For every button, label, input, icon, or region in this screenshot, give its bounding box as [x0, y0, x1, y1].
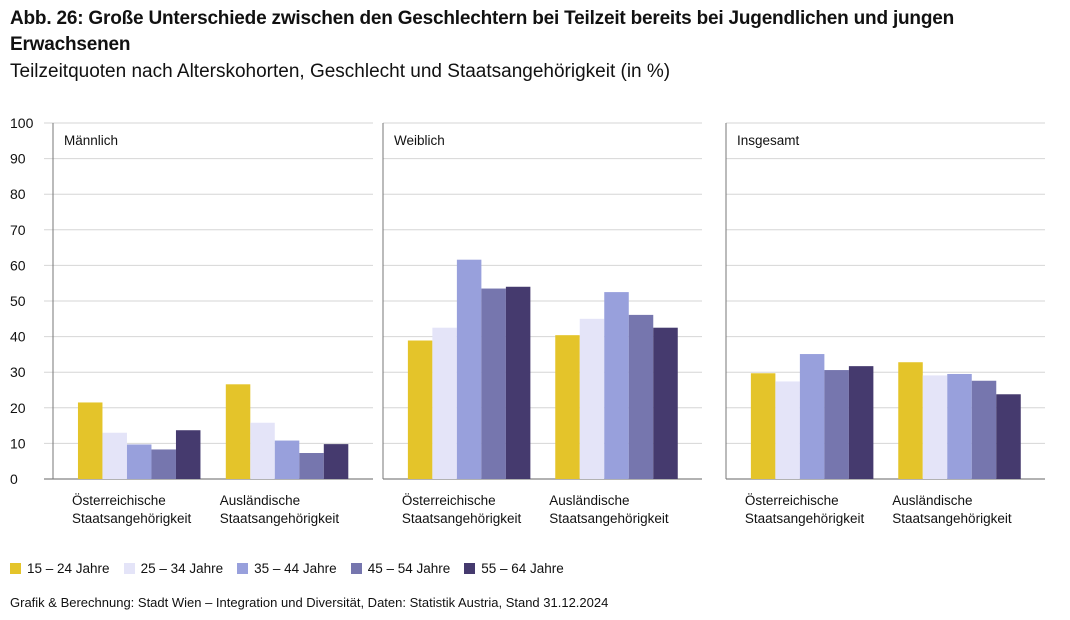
legend-item: 25 – 34 Jahre: [123, 561, 224, 576]
category-label: Österreichische: [745, 493, 839, 508]
bar: [579, 318, 605, 479]
category-label: Österreichische: [72, 493, 166, 508]
bar: [432, 327, 457, 479]
category-label: Ausländische: [892, 493, 972, 508]
panel-label: Weiblich: [394, 133, 445, 148]
legend-label: 25 – 34 Jahre: [140, 561, 224, 576]
bar: [799, 354, 825, 479]
bar: [250, 422, 275, 479]
category-label: Staatsangehörigkeit: [402, 511, 522, 526]
category-label: Österreichische: [402, 493, 496, 508]
bar: [274, 440, 300, 479]
legend-label: 15 – 24 Jahre: [27, 561, 110, 576]
legend-label: 45 – 54 Jahre: [367, 561, 451, 576]
legend: 15 – 24 Jahre 25 – 34 Jahre 35 – 44 Jahre 4…: [10, 561, 564, 576]
bar: [947, 373, 972, 479]
category-label: Staatsangehörigkeit: [72, 511, 192, 526]
category-label: Staatsangehörigkeit: [892, 511, 1012, 526]
category-label: Staatsangehörigkeit: [220, 511, 340, 526]
bar: [898, 362, 923, 479]
y-tick-label: 10: [10, 435, 26, 451]
bar: [225, 384, 251, 479]
chart-title: Abb. 26: Große Unterschiede zwischen den…: [10, 8, 955, 55]
legend-label: 55 – 64 Jahre: [481, 561, 564, 576]
legend-item: 15 – 24 Jahre: [10, 561, 110, 576]
y-tick-label: 0: [10, 471, 18, 487]
y-tick-label: 30: [10, 364, 26, 380]
chart-subtitle: Teilzeitquoten nach Alterskohorten, Gesc…: [10, 61, 671, 82]
bar: [77, 402, 103, 479]
category-label: Ausländische: [220, 493, 300, 508]
bar: [628, 314, 654, 479]
source-note: Grafik & Berechnung: Stadt Wien – Integr…: [10, 595, 609, 610]
bar: [151, 449, 176, 479]
bar: [555, 335, 580, 479]
y-tick-label: 70: [10, 222, 26, 238]
bar: [750, 373, 776, 479]
bar: [824, 370, 849, 479]
y-tick-label: 90: [10, 151, 26, 167]
category-label: Staatsangehörigkeit: [745, 511, 865, 526]
legend-item: 45 – 54 Jahre: [350, 561, 451, 576]
bar: [922, 375, 948, 479]
legend-swatch: [237, 563, 249, 574]
bar: [848, 366, 874, 479]
bar: [456, 259, 482, 479]
panel-label: Männlich: [64, 133, 118, 148]
legend-swatch: [464, 563, 476, 574]
bar: [604, 292, 629, 479]
bar: [102, 432, 127, 479]
legend-item: 35 – 44 Jahre: [237, 561, 337, 576]
bar: [775, 381, 800, 479]
bar: [481, 288, 506, 479]
legend-label: 35 – 44 Jahre: [254, 561, 337, 576]
bar: [996, 394, 1021, 479]
y-tick-label: 50: [10, 293, 26, 309]
panel-label: Insgesamt: [737, 133, 800, 148]
legend-item: 55 – 64 Jahre: [464, 561, 564, 576]
y-tick-label: 20: [10, 400, 26, 416]
y-tick-label: 40: [10, 329, 26, 345]
bar: [407, 340, 433, 479]
bar: [971, 380, 997, 479]
bar: [299, 453, 324, 479]
bar: [505, 286, 531, 479]
legend-swatch: [10, 563, 21, 574]
y-tick-label: 100: [10, 115, 34, 131]
y-tick-label: 80: [10, 186, 26, 202]
category-label: Staatsangehörigkeit: [549, 511, 669, 526]
category-label: Ausländische: [549, 493, 629, 508]
bar: [653, 327, 678, 479]
legend-swatch: [350, 563, 362, 574]
bar: [323, 444, 349, 479]
bar: [175, 430, 201, 479]
y-tick-label: 60: [10, 257, 26, 273]
bar: [126, 444, 152, 479]
legend-swatch: [123, 563, 135, 574]
